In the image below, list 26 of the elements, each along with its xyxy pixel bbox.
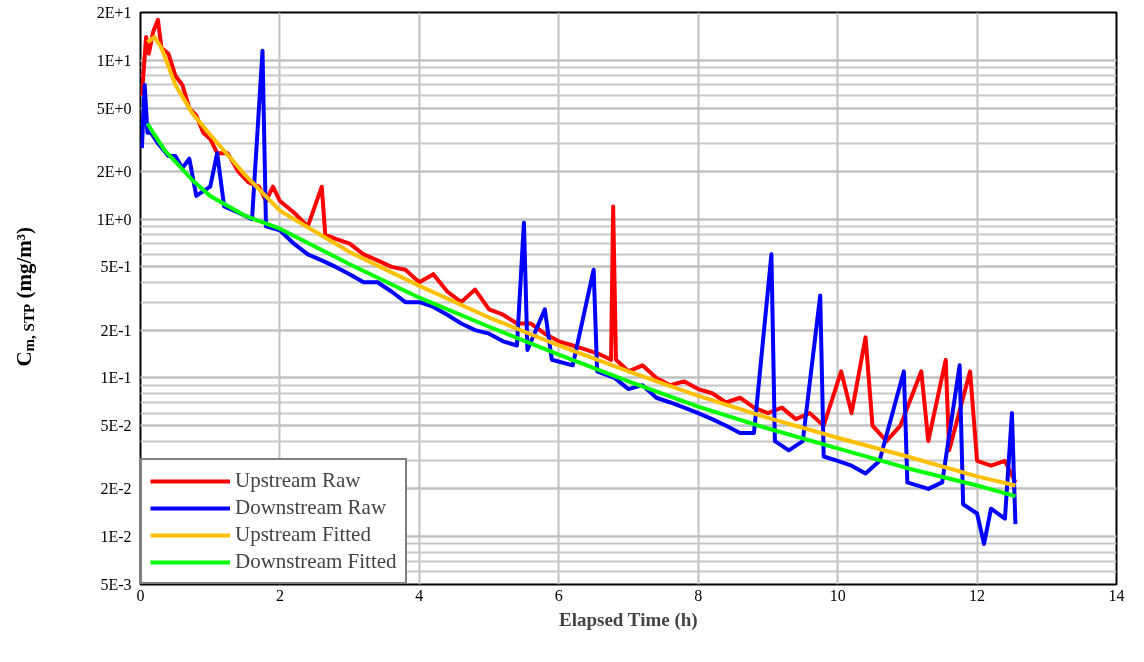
y-tick-label: 1E+1: [96, 51, 132, 69]
x-tick-label: 14: [1108, 586, 1125, 604]
y-tick-label: 5E-2: [100, 417, 132, 435]
x-tick-label: 0: [136, 586, 145, 604]
y-tick-label: 2E-2: [100, 480, 132, 498]
y-tick-label: 1E+0: [96, 210, 132, 228]
legend-label: Downstream Fitted: [235, 549, 397, 574]
y-tick-label: 2E+1: [96, 4, 132, 21]
x-tick-label: 2: [275, 586, 284, 604]
x-tick-label: 10: [829, 586, 846, 604]
y-tick-label: 5E-3: [100, 576, 132, 593]
x-axis-title: Elapsed Time (h): [559, 608, 698, 631]
y-tick-label: 2E+0: [96, 162, 132, 180]
legend-label: Downstream Raw: [235, 495, 387, 520]
legend-label: Upstream Fitted: [235, 522, 371, 547]
legend-label: Upstream Raw: [235, 468, 361, 493]
y-tick-label: 5E+0: [96, 99, 132, 117]
y-tick-label: 1E-2: [100, 528, 132, 546]
x-tick-label: 12: [969, 586, 986, 604]
x-tick-label: 8: [694, 586, 703, 604]
line-series: [145, 121, 1018, 499]
y-tick-label: 1E-1: [100, 369, 132, 387]
y-tick-label: 2E-1: [100, 321, 132, 339]
x-tick-label: 6: [554, 586, 563, 604]
y-tick-label: 5E-1: [100, 258, 132, 276]
x-tick-label: 4: [415, 586, 424, 604]
